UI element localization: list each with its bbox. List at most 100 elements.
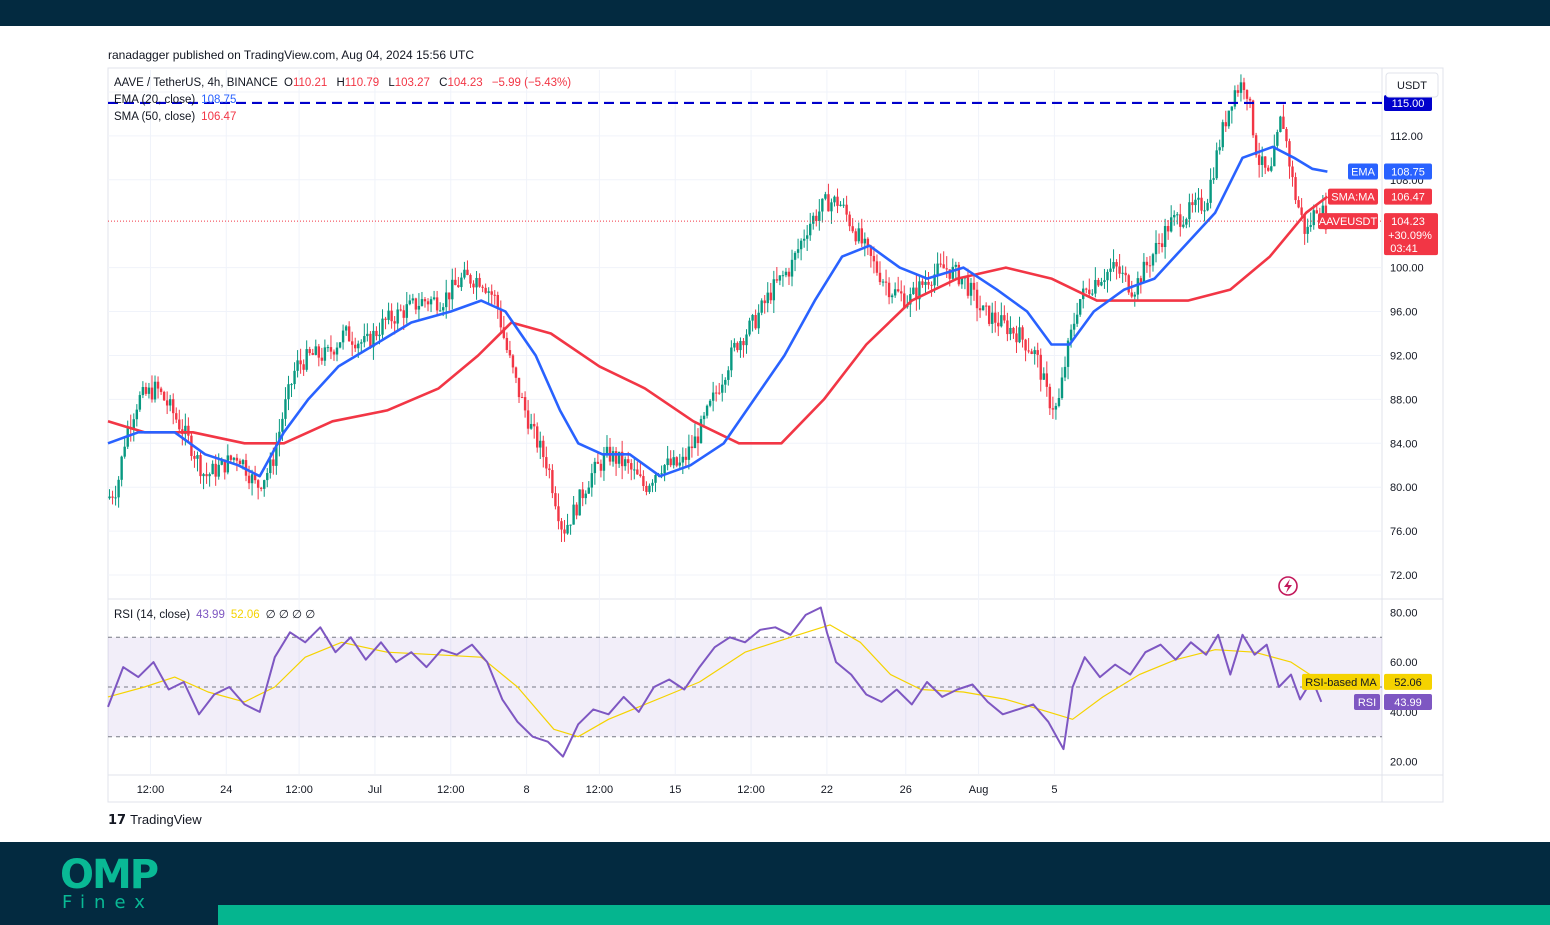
candle-body — [605, 446, 609, 455]
candle-body — [799, 240, 803, 250]
candle-body — [269, 459, 272, 474]
candle-body — [311, 353, 314, 355]
candle-body — [514, 367, 518, 378]
candle-body — [199, 455, 202, 477]
candle-body — [815, 215, 818, 222]
candle-body — [551, 470, 554, 494]
candle-body — [529, 423, 533, 429]
candle-body — [1191, 202, 1194, 206]
publish-info: ranadagger published on TradingView.com,… — [108, 48, 475, 62]
candle-body — [366, 333, 369, 337]
candle-body — [942, 264, 945, 269]
candle-body — [1121, 272, 1124, 274]
candle-body — [599, 463, 603, 471]
rsi-box — [1384, 693, 1432, 710]
candle-body — [511, 355, 515, 368]
candle-body — [857, 228, 860, 242]
candle-body — [438, 310, 442, 312]
candle-body — [1166, 226, 1170, 232]
candle-body — [481, 286, 484, 288]
candle-body — [284, 399, 287, 419]
candle-body — [896, 289, 900, 292]
price-tick-label: 96.00 — [1390, 307, 1418, 319]
lightning-icon[interactable] — [1278, 576, 1298, 596]
candle-body — [1173, 214, 1176, 218]
candle-body — [887, 282, 891, 298]
candles — [108, 74, 1328, 543]
candle-body — [1264, 156, 1267, 168]
candle-body — [256, 480, 260, 488]
candle-body — [1106, 271, 1109, 281]
candle-body — [793, 252, 797, 260]
sma-tag-pill — [1328, 188, 1378, 205]
candle-body — [1279, 116, 1282, 133]
candle-body — [687, 446, 691, 460]
candle-body — [915, 287, 918, 300]
candle-body — [827, 194, 830, 212]
candle-body — [1142, 261, 1146, 284]
candle-body — [1130, 292, 1133, 297]
candle-body — [1085, 288, 1088, 290]
candle-body — [1285, 128, 1288, 142]
price-tick-label: 76.00 — [1390, 526, 1418, 538]
candle-body — [220, 459, 223, 465]
candle-body — [1003, 315, 1006, 321]
candle-body — [994, 312, 997, 323]
sma-line — [107, 195, 1329, 445]
candle-body — [772, 279, 776, 301]
sma-legend[interactable]: SMA (50, close) 106.47 — [114, 111, 236, 123]
candle-body — [557, 506, 560, 522]
candle-body — [523, 397, 527, 411]
candle-body — [872, 255, 876, 262]
candle-body — [1273, 145, 1276, 167]
candle-body — [162, 391, 166, 401]
ema-legend[interactable]: EMA (20, close) 108.75 — [114, 94, 236, 106]
candle-body — [654, 475, 657, 483]
candle-body — [854, 231, 857, 242]
rsi-legend[interactable]: RSI (14, close) 43.99 52.06 ∅ ∅ ∅ ∅ — [114, 609, 315, 621]
candle-body — [581, 489, 584, 499]
candle-body — [1306, 226, 1309, 234]
currency-box[interactable] — [1385, 72, 1439, 98]
candle-body — [678, 462, 681, 466]
candle-body — [360, 342, 363, 344]
candle-body — [933, 274, 936, 286]
candle-body — [1163, 226, 1167, 248]
candle-body — [357, 343, 360, 349]
candle-body — [323, 347, 327, 361]
candle-body — [238, 460, 242, 465]
candle-body — [1133, 294, 1136, 297]
rsi-tick-label: 20.00 — [1390, 757, 1418, 769]
candle-body — [633, 469, 636, 471]
candle-body — [232, 457, 236, 460]
candle-body — [408, 300, 412, 305]
rsi-ma-name: RSI-based MA — [1305, 677, 1377, 689]
candle-body — [809, 223, 812, 236]
candle-body — [281, 418, 284, 432]
candle-body — [909, 294, 912, 305]
candle-body — [708, 400, 712, 406]
candle-body — [875, 261, 879, 273]
candle-body — [578, 489, 581, 516]
candle-body — [684, 456, 688, 460]
tradingview-logo[interactable]: 17 TradingView — [108, 812, 202, 828]
currency-label: USDT — [1397, 80, 1427, 92]
time-axis[interactable]: 12:00 24 12:00 Jul 12:00 8 12:00 15 12:00 22 26 Aug… — [137, 784, 1058, 796]
candle-body — [135, 409, 139, 420]
resistance-tag-box — [1384, 94, 1432, 111]
candle-body — [1154, 242, 1158, 255]
candle-body — [266, 473, 269, 481]
candle-body — [329, 347, 333, 352]
candle-body — [1227, 110, 1231, 127]
candle-body — [918, 281, 921, 300]
candle-body — [423, 299, 427, 302]
candle-body — [114, 497, 117, 499]
candle-body — [987, 305, 991, 324]
candle-body — [469, 275, 472, 284]
candle-body — [1151, 254, 1155, 266]
candle-body — [1282, 116, 1285, 129]
candle-body — [435, 297, 439, 311]
time-tick-label: 12:00 — [737, 784, 765, 796]
candle-body — [830, 202, 833, 212]
